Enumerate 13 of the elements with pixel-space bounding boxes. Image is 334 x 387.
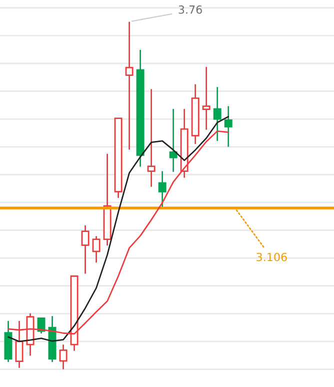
candlestick <box>158 170 166 208</box>
candlestick <box>169 108 178 173</box>
candlestick <box>37 317 46 334</box>
text: 3.76 <box>178 5 202 14</box>
candlestick <box>125 20 134 150</box>
candlestick <box>224 105 232 148</box>
candlestick <box>213 86 222 142</box>
annotation: 3.106 <box>256 252 287 262</box>
candlestick <box>202 66 210 130</box>
candlestick <box>92 235 100 264</box>
candlestick <box>147 88 156 188</box>
candlestick <box>81 224 90 274</box>
candlestick <box>59 344 68 370</box>
